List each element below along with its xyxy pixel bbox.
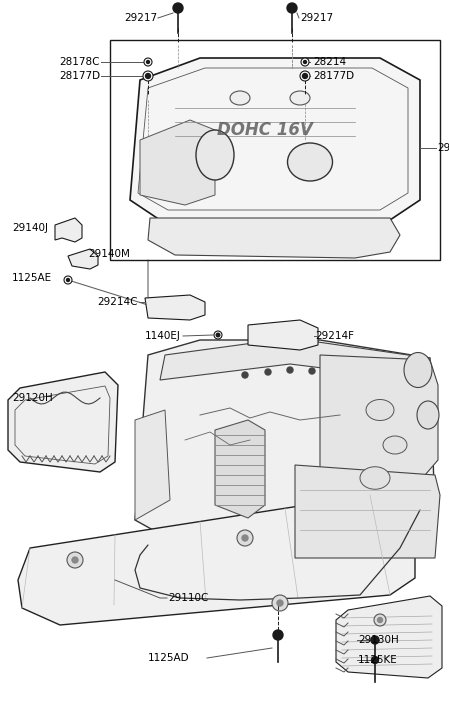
Ellipse shape [287,143,333,181]
Text: 1140EJ: 1140EJ [145,331,181,341]
Circle shape [214,331,222,339]
Circle shape [66,278,70,282]
Polygon shape [140,120,215,205]
Polygon shape [135,340,435,558]
Circle shape [144,58,152,66]
Text: 29240: 29240 [437,143,449,153]
Text: 29217: 29217 [124,13,157,23]
Polygon shape [130,58,420,220]
Circle shape [72,557,78,563]
Polygon shape [68,249,98,269]
Circle shape [303,74,308,78]
Circle shape [300,71,310,81]
Circle shape [237,530,253,546]
Ellipse shape [230,91,250,105]
Circle shape [272,595,288,611]
Circle shape [64,276,72,284]
Text: 1125AD: 1125AD [148,653,189,663]
Circle shape [242,372,248,378]
Text: 29110C: 29110C [168,593,208,603]
Text: 1125AE: 1125AE [12,273,52,283]
Polygon shape [18,495,430,625]
Ellipse shape [366,399,394,420]
Text: 28177D: 28177D [313,71,354,81]
Polygon shape [148,218,400,258]
Circle shape [301,58,309,66]
Circle shape [374,614,386,626]
Polygon shape [55,218,82,242]
Circle shape [277,600,283,606]
Text: 29140M: 29140M [88,249,130,259]
Text: 29217: 29217 [300,13,333,23]
Circle shape [145,74,150,78]
Polygon shape [215,420,265,518]
Circle shape [273,630,283,640]
Polygon shape [160,338,420,380]
Circle shape [309,368,315,374]
Circle shape [371,657,379,663]
Text: 29140J: 29140J [12,223,48,233]
Circle shape [173,3,183,13]
Ellipse shape [196,130,234,180]
Circle shape [216,333,220,337]
Circle shape [242,535,248,541]
Circle shape [371,636,379,644]
Text: 29214C: 29214C [97,297,138,307]
Polygon shape [336,596,442,678]
Polygon shape [145,295,205,320]
Text: 28214: 28214 [313,57,346,67]
Ellipse shape [404,353,432,387]
Circle shape [287,3,297,13]
Ellipse shape [290,91,310,105]
Circle shape [146,60,150,64]
Circle shape [287,367,293,373]
Text: 1125KE: 1125KE [358,655,398,665]
Circle shape [378,617,383,622]
Polygon shape [320,355,438,475]
Text: 28178C: 28178C [60,57,100,67]
Text: 29120H: 29120H [12,393,53,403]
Text: 28177D: 28177D [59,71,100,81]
Ellipse shape [417,401,439,429]
Circle shape [67,552,83,568]
Polygon shape [135,410,170,520]
Circle shape [304,60,307,64]
Polygon shape [295,465,440,558]
Polygon shape [248,320,318,350]
Circle shape [143,71,153,81]
Text: 29214F: 29214F [315,331,354,341]
Text: 29130H: 29130H [358,635,399,645]
Ellipse shape [360,467,390,489]
Text: DOHC 16V: DOHC 16V [217,121,313,139]
Circle shape [265,369,271,375]
Bar [110,40,440,260]
Polygon shape [8,372,118,472]
Ellipse shape [383,436,407,454]
